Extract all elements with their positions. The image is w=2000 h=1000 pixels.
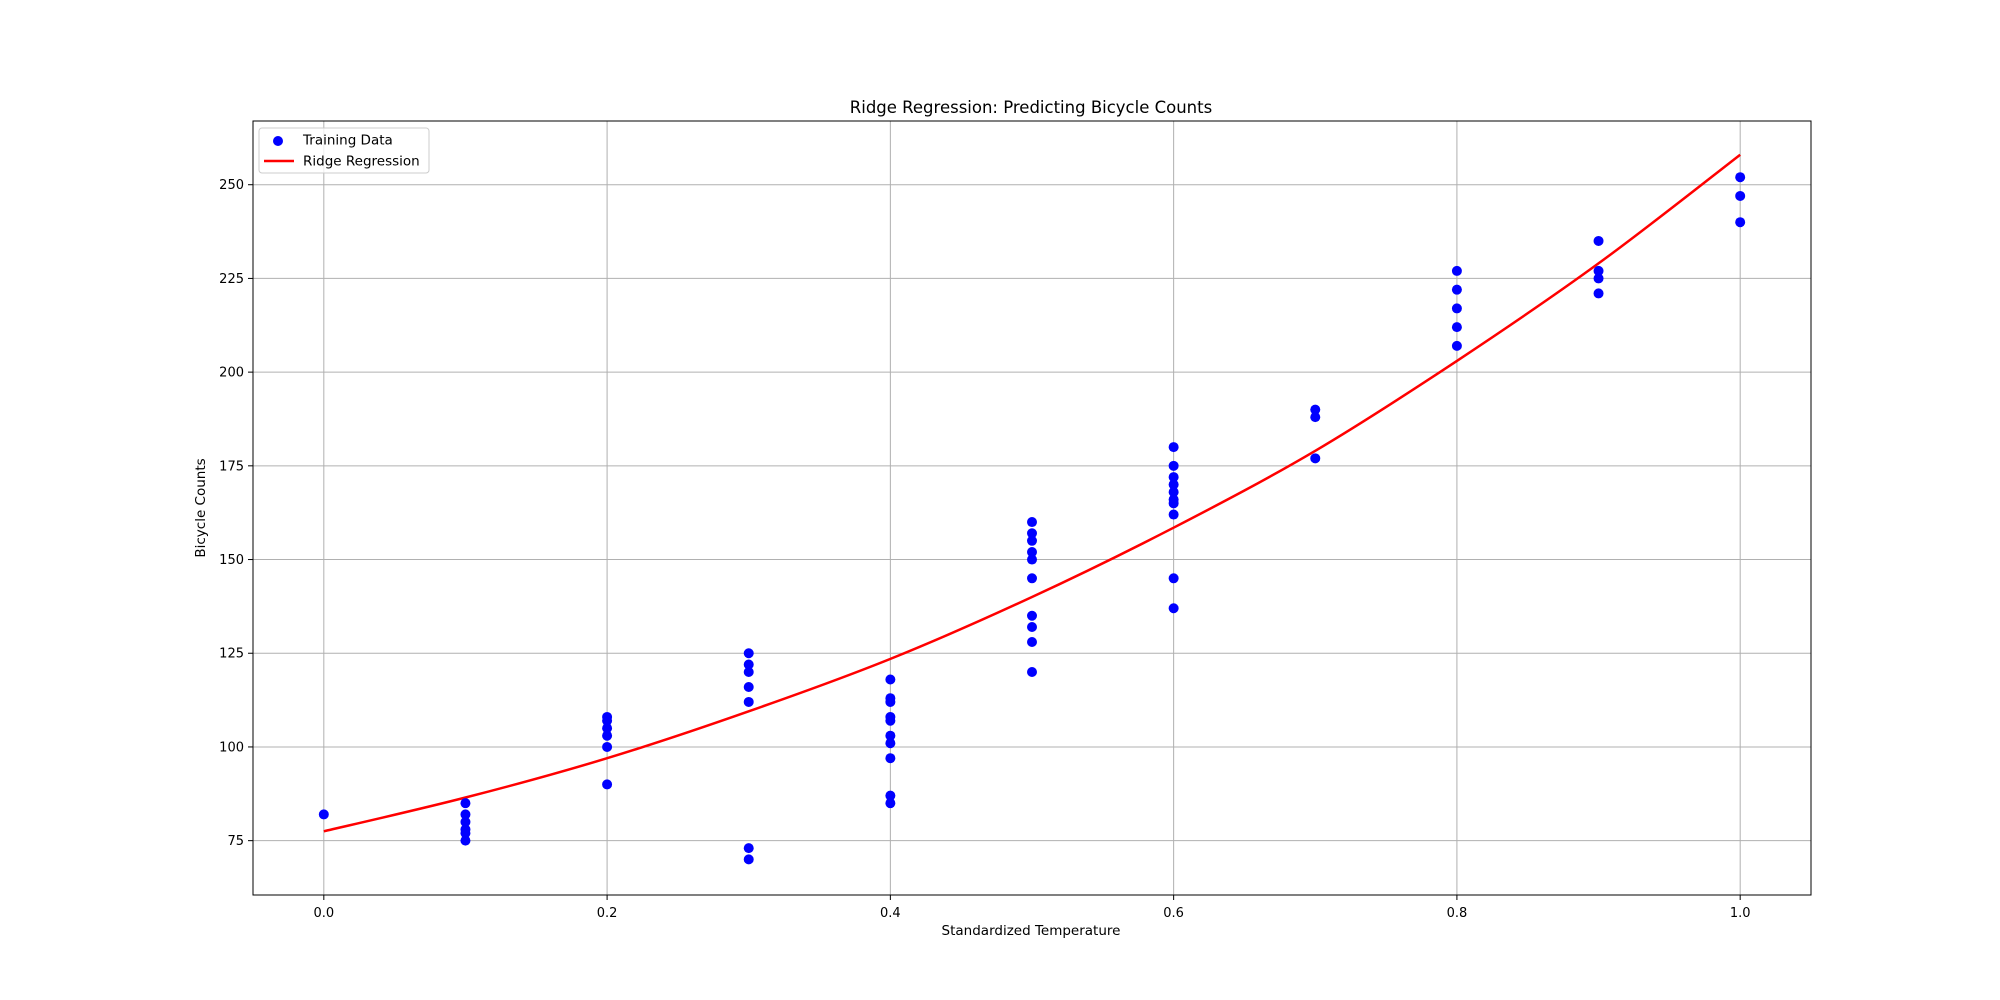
legend: Training Data Ridge Regression xyxy=(258,127,430,174)
training-data-point xyxy=(602,723,613,734)
legend-label-ridge-regression: Ridge Regression xyxy=(303,154,420,170)
training-data-point xyxy=(1027,528,1037,539)
training-data-point xyxy=(1027,610,1037,621)
x-tick-label: 0.8 xyxy=(1447,906,1468,921)
training-data-point xyxy=(1168,460,1179,471)
training-data-point xyxy=(1593,273,1604,284)
x-tick-label: 0.4 xyxy=(880,906,901,921)
training-data-point xyxy=(885,715,896,726)
training-data-point xyxy=(1451,322,1462,333)
training-data-point xyxy=(318,809,329,820)
x-tick-label: 0.6 xyxy=(1163,906,1184,921)
x-tick-label: 1.0 xyxy=(1730,906,1751,921)
training-data-point xyxy=(743,843,754,854)
training-data-point xyxy=(1310,412,1321,423)
training-data-point xyxy=(602,741,613,752)
training-data-point xyxy=(1168,472,1179,483)
training-data-point xyxy=(1735,190,1746,201)
plot-frame xyxy=(252,120,1812,896)
training-data-point xyxy=(885,738,896,749)
training-data-point xyxy=(602,779,613,790)
training-data-point xyxy=(885,798,896,809)
training-data-point xyxy=(1027,636,1037,647)
y-tick-label: 125 xyxy=(219,647,244,662)
training-data-point xyxy=(1168,509,1179,520)
regression-line-layer xyxy=(323,153,1741,833)
training-data-point xyxy=(1168,498,1179,509)
legend-marker-training-data xyxy=(273,136,283,146)
training-data-point xyxy=(460,809,471,820)
legend-box xyxy=(258,127,430,174)
training-data-point xyxy=(1451,303,1462,314)
training-data-point xyxy=(460,828,471,839)
training-data-point xyxy=(885,674,896,685)
training-data-point xyxy=(1027,573,1037,584)
x-tick-label: 0.2 xyxy=(597,906,618,921)
x-axis-label: Standardized Temperature xyxy=(942,923,1121,939)
chart-title: Ridge Regression: Predicting Bicycle Cou… xyxy=(850,98,1212,117)
training-data-point xyxy=(1027,554,1037,565)
training-data-point xyxy=(460,835,471,846)
training-data-point xyxy=(743,666,754,677)
training-data-point xyxy=(885,696,896,707)
training-data-point xyxy=(1027,535,1037,546)
y-tick-label: 75 xyxy=(227,834,244,849)
training-data-point xyxy=(1451,340,1462,351)
y-tick-label: 175 xyxy=(219,459,244,474)
y-tick-label: 150 xyxy=(219,553,244,568)
training-data-point xyxy=(885,730,896,741)
training-data-point xyxy=(1451,284,1462,295)
training-data-point xyxy=(602,730,613,741)
training-data-point xyxy=(1027,666,1037,677)
y-axis-ticks: 75 100 125 150 175 200 225 250 xyxy=(219,178,253,849)
training-data-point xyxy=(1168,573,1179,584)
training-data-point xyxy=(743,648,754,659)
training-data-point xyxy=(460,816,471,827)
training-data-point xyxy=(1593,235,1604,246)
y-tick-label: 250 xyxy=(219,178,244,193)
training-data-point xyxy=(1593,265,1604,276)
legend-label-training-data: Training Data xyxy=(302,133,393,149)
training-data-point xyxy=(1168,442,1179,453)
training-data-point xyxy=(602,715,613,726)
training-data-point xyxy=(885,790,896,801)
x-axis-ticks: 0.0 0.2 0.4 0.6 0.8 1.0 xyxy=(313,895,1751,921)
training-data-point xyxy=(1027,517,1037,528)
y-tick-label: 225 xyxy=(219,272,244,287)
ridge-regression-line xyxy=(323,153,1741,833)
training-data-point xyxy=(743,659,754,670)
training-data-point xyxy=(1451,265,1462,276)
training-data-point xyxy=(1310,404,1321,415)
training-data-point xyxy=(743,696,754,707)
training-data-point xyxy=(1027,547,1037,558)
y-axis-label: Bicycle Counts xyxy=(193,458,209,557)
y-tick-label: 200 xyxy=(219,366,244,381)
training-data-point xyxy=(1735,217,1746,228)
training-data-point xyxy=(1168,603,1179,614)
y-tick-label: 100 xyxy=(219,740,244,755)
training-data-point xyxy=(885,753,896,764)
training-data-point xyxy=(1168,487,1179,498)
x-tick-label: 0.0 xyxy=(313,906,334,921)
training-data-point xyxy=(460,798,471,809)
training-data-point xyxy=(1593,288,1604,299)
training-data-point xyxy=(1168,479,1179,490)
training-data-point xyxy=(1735,172,1746,183)
training-data-point xyxy=(1027,622,1037,633)
training-data-point xyxy=(1310,453,1321,464)
scatter-points xyxy=(318,172,1746,865)
training-data-point xyxy=(743,681,754,692)
training-data-point xyxy=(743,854,754,865)
